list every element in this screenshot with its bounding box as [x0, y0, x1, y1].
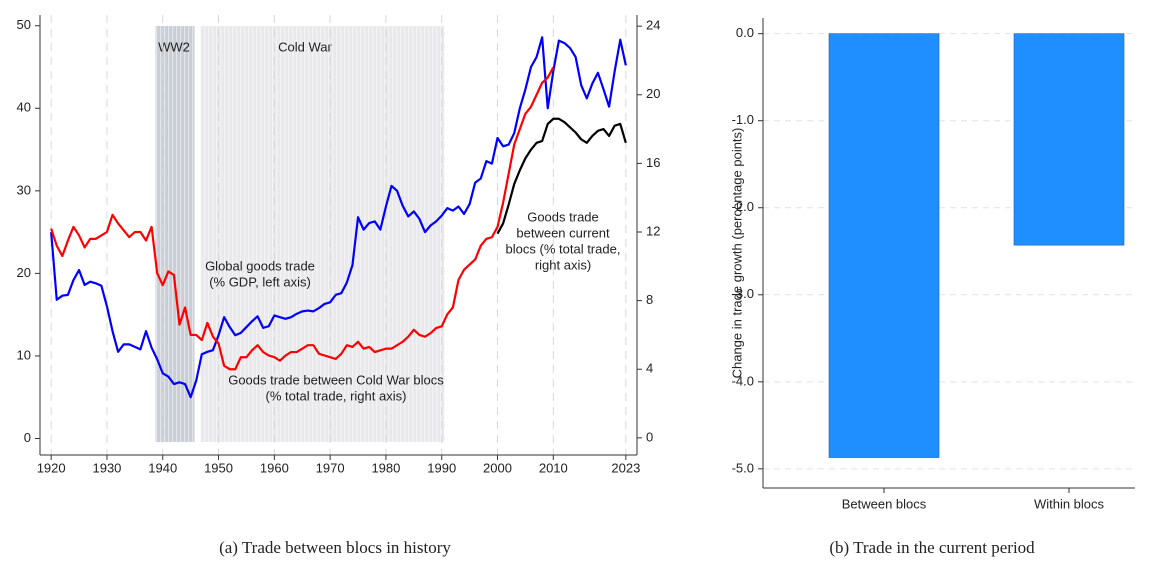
y-tick-label: -2.0 — [732, 199, 754, 214]
region-stripes — [200, 26, 445, 442]
region-label: WW2 — [158, 39, 190, 54]
x-tick-label: 1980 — [371, 460, 400, 475]
annotation: Goods trade — [527, 209, 599, 224]
y-tick-label: -1.0 — [732, 112, 754, 127]
y2-tick-label: 20 — [646, 86, 660, 101]
x-tick-label: 1930 — [92, 460, 121, 475]
caption: (a) Trade between blocs in history — [219, 538, 451, 557]
y2-tick-label: 0 — [646, 429, 653, 444]
y-tick-label: 20 — [17, 265, 31, 280]
region-label: Cold War — [278, 39, 332, 54]
annotation: Goods trade between Cold War blocs — [228, 372, 444, 387]
x-tick-label: 2000 — [483, 460, 512, 475]
annotation: (% total trade, right axis) — [266, 388, 407, 403]
x-tick-label: 1960 — [260, 460, 289, 475]
x-tick-label: 2023 — [611, 460, 640, 475]
bar — [1013, 33, 1125, 246]
y-tick-label: 10 — [17, 347, 31, 362]
y-tick-label: 0.0 — [736, 25, 754, 40]
y-tick-label: -5.0 — [732, 460, 754, 475]
x-tick-label: 1970 — [316, 460, 345, 475]
y-tick-label: 50 — [17, 17, 31, 32]
x-tick-label: 1920 — [37, 460, 66, 475]
y2-tick-label: 4 — [646, 361, 653, 376]
x-tick-label: Between blocs — [842, 496, 927, 511]
annotation: (% GDP, left axis) — [209, 274, 311, 289]
annotation: between current — [516, 225, 610, 240]
series-line — [50, 36, 627, 399]
y2-tick-label: 8 — [646, 292, 653, 307]
region-stripes — [155, 26, 195, 442]
y2-tick-label: 24 — [646, 18, 660, 33]
x-tick-label: 1990 — [427, 460, 456, 475]
series-line — [496, 117, 627, 235]
x-tick-label: 1950 — [204, 460, 233, 475]
y-tick-label: -4.0 — [732, 373, 754, 388]
y-tick-label: 30 — [17, 182, 31, 197]
x-tick-label: Within blocs — [1034, 496, 1105, 511]
annotation: blocs (% total trade, — [506, 241, 621, 256]
y-tick-label: 0 — [24, 430, 31, 445]
annotation: right axis) — [535, 257, 591, 272]
y-tick-label: -3.0 — [732, 286, 754, 301]
series-line — [50, 66, 555, 371]
y-axis-label: Change in trade growth (percentage point… — [729, 128, 744, 379]
caption: (b) Trade in the current period — [829, 538, 1035, 557]
x-tick-label: 2010 — [539, 460, 568, 475]
bar — [828, 33, 940, 458]
y2-tick-label: 16 — [646, 155, 660, 170]
y-tick-label: 40 — [17, 100, 31, 115]
x-tick-label: 1940 — [148, 460, 177, 475]
y2-tick-label: 12 — [646, 223, 660, 238]
annotation: Global goods trade — [205, 258, 315, 273]
